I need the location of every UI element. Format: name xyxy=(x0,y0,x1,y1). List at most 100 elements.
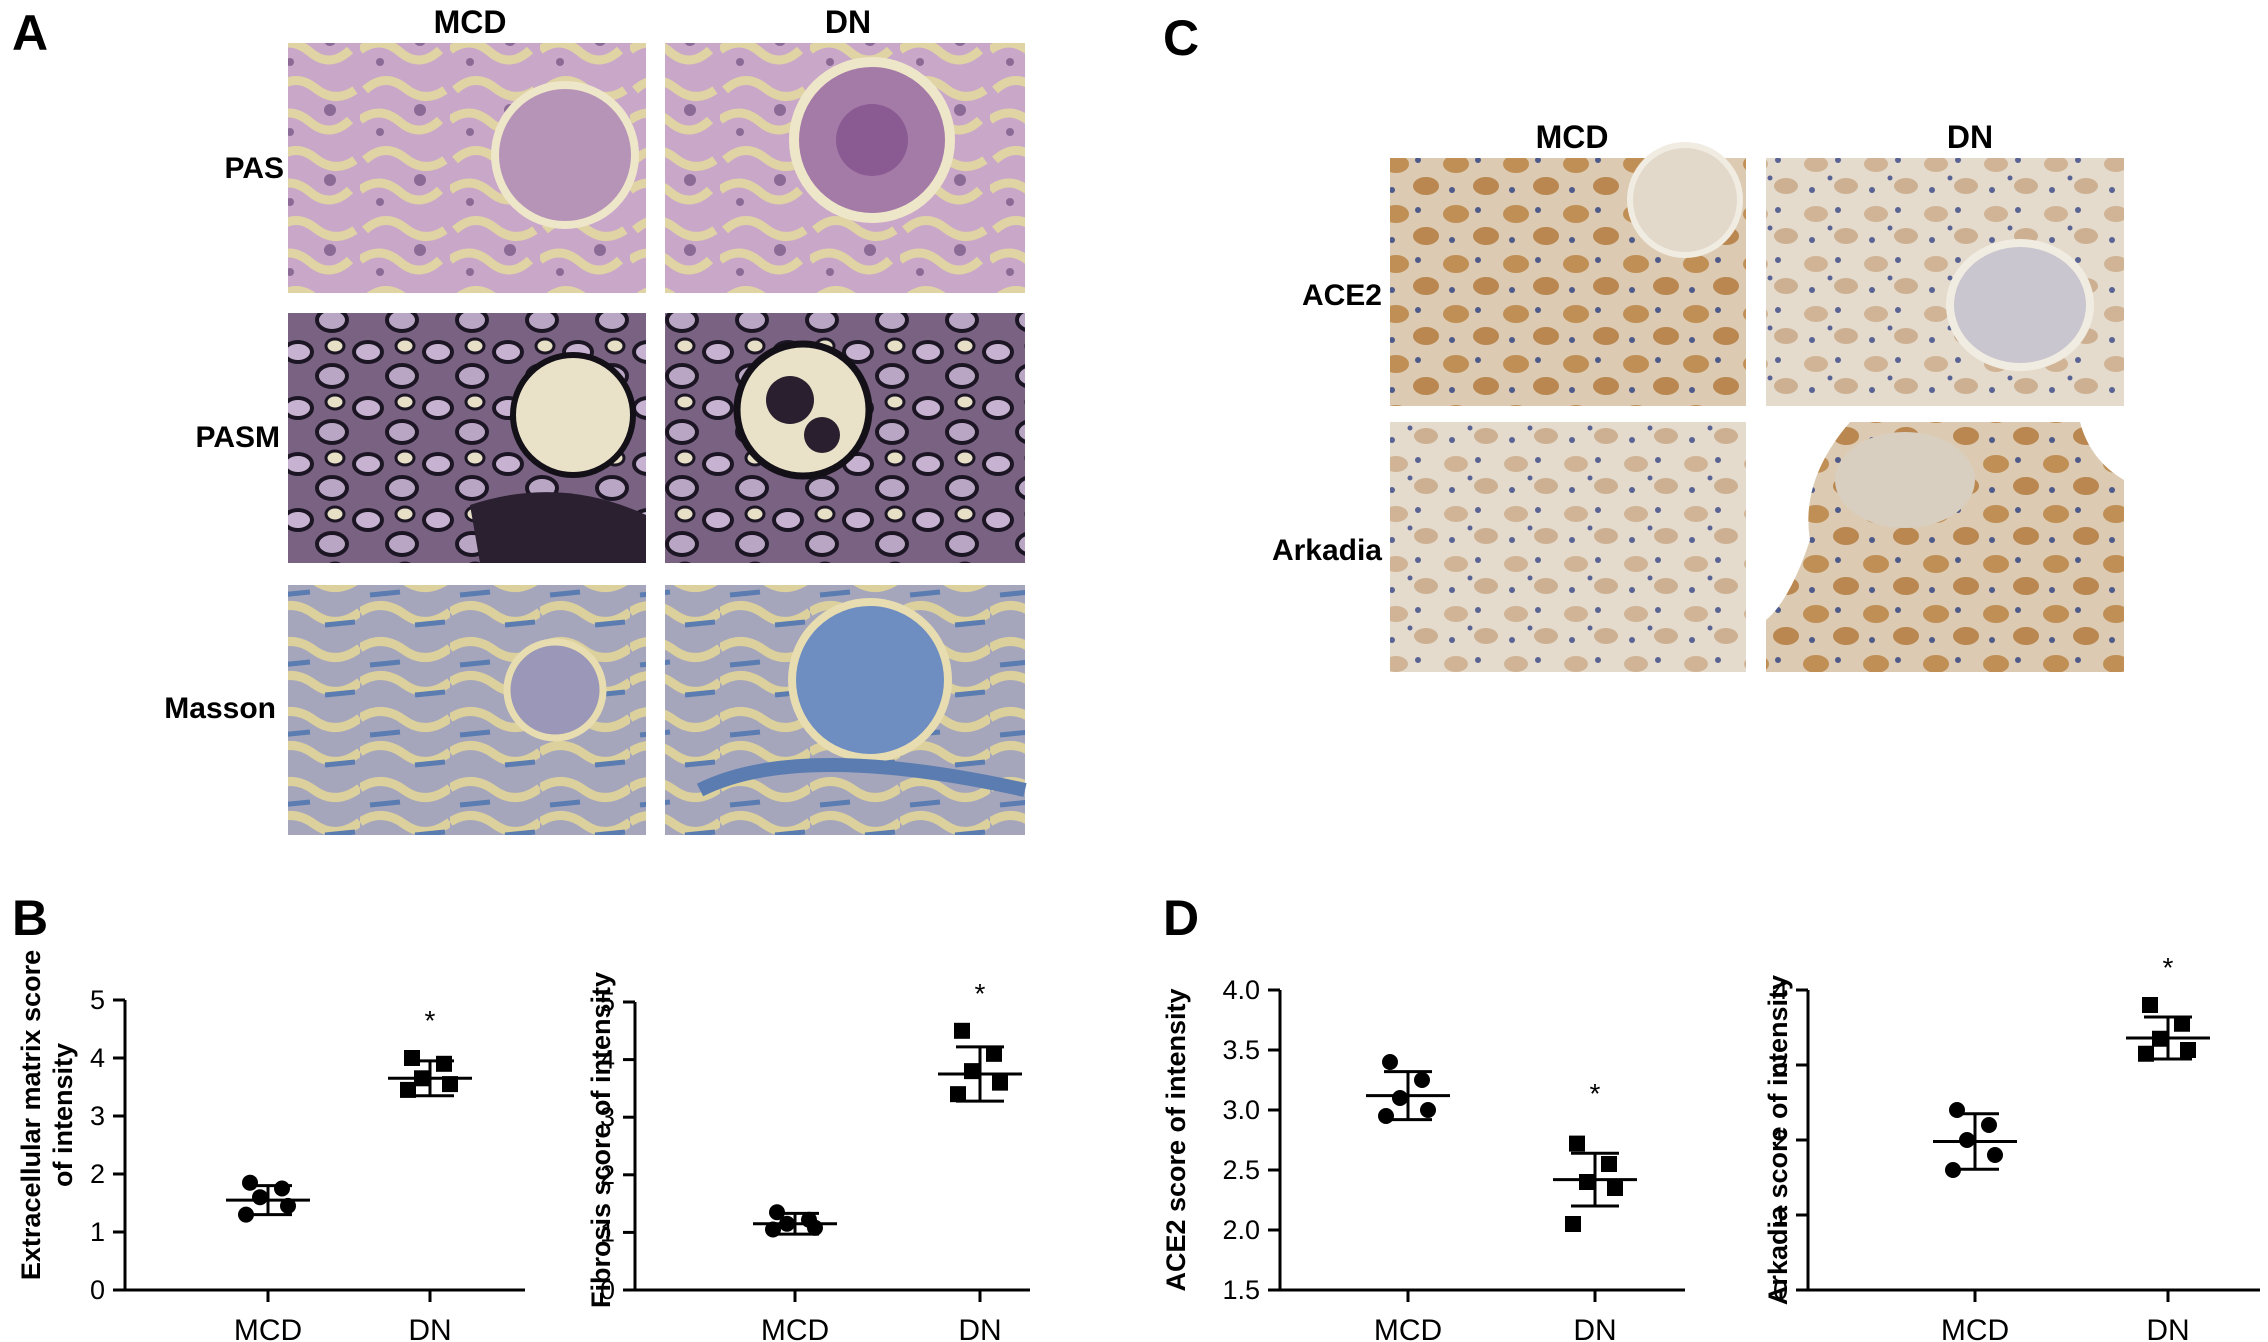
chart-3: 1.5 2.0 2.5 3.0 3.5 4.0 MCD DN ACE2 score of int… xyxy=(1161,975,1685,1342)
x-category-label: DN xyxy=(958,1314,1001,1342)
x-category-label: MCD xyxy=(761,1314,829,1342)
panel-c: MCD DN ACE2 Arkadia xyxy=(1272,119,2124,672)
x-category-label: MCD xyxy=(1374,1314,1442,1342)
data-point-circle xyxy=(779,1215,795,1232)
data-point-square xyxy=(964,1063,980,1080)
data-point-square xyxy=(1607,1180,1623,1196)
data-point-circle xyxy=(1987,1147,2003,1163)
y-tick-label: 5 xyxy=(90,985,105,1015)
panel-a-row-masson: Masson xyxy=(164,692,276,725)
data-point-square xyxy=(400,1081,416,1098)
data-point-square xyxy=(1601,1156,1617,1172)
panel-label-c: C xyxy=(1163,10,1199,66)
y-tick-label: 3.5 xyxy=(1222,1035,1260,1065)
data-point-circle xyxy=(769,1204,785,1221)
data-point-square xyxy=(954,1022,970,1039)
panel-c-row-arkadia: Arkadia xyxy=(1272,534,1382,567)
micrograph-pasm-mcd xyxy=(288,313,646,563)
y-tick-label: 4 xyxy=(600,1045,615,1075)
panel-a-row-pas: PAS xyxy=(225,152,284,185)
data-point-square xyxy=(950,1086,966,1103)
y-tick-label: 3.0 xyxy=(1222,1095,1260,1125)
micrograph-pas-mcd xyxy=(288,43,646,293)
data-point-circle xyxy=(238,1206,254,1223)
data-point-circle xyxy=(1945,1162,1961,1178)
significance-marker: * xyxy=(2163,952,2174,983)
data-point-circle xyxy=(1420,1102,1436,1118)
charts-layer: 0 1 2 3 4 5 MCD DN Extracellular matrix scoreof … xyxy=(16,950,2260,1342)
micrograph-arkadia-mcd xyxy=(1390,422,1746,672)
x-category-label: DN xyxy=(2146,1314,2189,1342)
data-point-circle xyxy=(252,1189,268,1206)
y-tick-label: 2 xyxy=(1773,1125,1788,1155)
panel-c-row-ace2: ACE2 xyxy=(1302,279,1382,312)
significance-marker: * xyxy=(425,1005,436,1036)
chart-4: 0 1 2 3 4 MCD DN Arkadia score of intensity * xyxy=(1763,952,2260,1342)
x-category-label: DN xyxy=(408,1314,451,1342)
chart-2: 0 1 2 3 4 5 MCD DN Fibrosis score of intensity * xyxy=(586,972,1030,1342)
data-point-square xyxy=(2152,1030,2168,1047)
y-tick-label: 3 xyxy=(600,1102,615,1132)
significance-marker: * xyxy=(1590,1078,1601,1109)
panel-a-row-pasm: PASM xyxy=(196,421,280,454)
x-category-label: DN xyxy=(1573,1314,1616,1342)
y-tick-label: 0 xyxy=(1773,1275,1788,1305)
data-point-circle xyxy=(1378,1108,1394,1124)
y-tick-label: 0 xyxy=(600,1275,615,1305)
data-point-square xyxy=(2180,1042,2196,1058)
data-point-square xyxy=(436,1055,452,1072)
data-point-circle xyxy=(1392,1090,1408,1106)
panel-a: MCD DN PAS PASM Masson xyxy=(164,4,1027,835)
x-category-label: MCD xyxy=(234,1314,302,1342)
data-point-circle xyxy=(242,1174,258,1191)
y-tick-label: 1 xyxy=(90,1217,105,1247)
data-point-square xyxy=(1569,1135,1585,1152)
y-tick-label: 3 xyxy=(1773,1050,1788,1080)
y-tick-label: 2.0 xyxy=(1222,1215,1260,1245)
y-tick-label: 1 xyxy=(600,1217,615,1247)
data-point-square xyxy=(414,1070,430,1087)
data-point-square xyxy=(992,1074,1008,1091)
panel-label-b: B xyxy=(12,890,48,946)
chart-2-y-label: Fibrosis score of intensity xyxy=(586,972,616,1308)
micrograph-ace2-mcd xyxy=(1390,142,1746,406)
y-tick-label: 1.5 xyxy=(1222,1275,1260,1305)
data-point-circle xyxy=(1981,1117,1997,1133)
panel-a-column-mcd: MCD xyxy=(434,4,507,40)
micrograph-ace2-dn xyxy=(1766,158,2124,406)
chart-3-y-label: ACE2 score of intensity xyxy=(1161,988,1191,1291)
data-point-square xyxy=(442,1076,458,1093)
micrograph-pasm-dn xyxy=(665,313,1025,563)
data-point-circle xyxy=(1414,1072,1430,1088)
data-point-circle xyxy=(801,1211,817,1228)
panel-a-column-dn: DN xyxy=(825,4,871,40)
chart-1: 0 1 2 3 4 5 MCD DN Extracellular matrix scoreof … xyxy=(16,950,525,1342)
y-tick-label: 4.0 xyxy=(1222,975,1260,1005)
panel-label-d: D xyxy=(1163,890,1199,946)
y-tick-label: 1 xyxy=(1773,1200,1788,1230)
y-tick-label: 2.5 xyxy=(1222,1155,1260,1185)
data-point-square xyxy=(404,1050,420,1066)
y-tick-label: 4 xyxy=(90,1043,105,1073)
data-point-square xyxy=(2174,1015,2190,1032)
y-tick-label: 4 xyxy=(1773,975,1788,1005)
x-category-label: MCD xyxy=(1941,1314,2009,1342)
data-point-circle xyxy=(765,1221,781,1238)
micrograph-pas-dn xyxy=(665,43,1025,293)
y-tick-label: 2 xyxy=(600,1160,615,1190)
y-tick-label: 5 xyxy=(600,987,615,1017)
micrograph-masson-mcd xyxy=(288,585,646,835)
y-tick-label: 2 xyxy=(90,1159,105,1189)
micrograph-masson-dn xyxy=(665,585,1027,835)
chart-4-y-label: Arkadia score of intensity xyxy=(1763,975,1793,1305)
data-point-square xyxy=(1565,1216,1581,1232)
panel-c-column-mcd: MCD xyxy=(1536,119,1609,155)
y-tick-label: 3 xyxy=(90,1101,105,1131)
data-point-square xyxy=(2142,997,2158,1013)
data-point-circle xyxy=(1382,1054,1398,1070)
data-point-circle xyxy=(1949,1102,1965,1118)
significance-marker: * xyxy=(975,978,986,1009)
data-point-square xyxy=(1579,1174,1595,1190)
data-point-circle xyxy=(280,1197,296,1214)
